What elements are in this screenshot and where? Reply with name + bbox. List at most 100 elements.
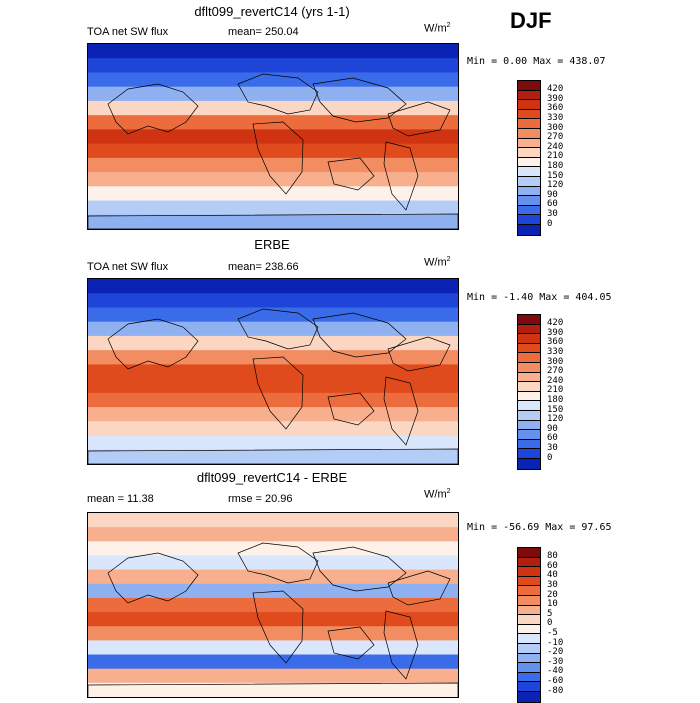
colorbar-tick-label: 330 <box>547 112 564 123</box>
map-latitude-band <box>88 143 458 159</box>
colorbar-swatch <box>518 420 540 431</box>
colorbar-swatch <box>518 205 540 216</box>
coastline <box>383 141 419 211</box>
colorbar-swatch <box>518 138 540 149</box>
coastline <box>312 546 407 592</box>
coastline <box>237 308 319 350</box>
panel3-map <box>87 512 459 698</box>
colorbar-tick-label: 40 <box>547 570 558 581</box>
colorbar-swatch <box>518 691 540 702</box>
colorbar-swatch <box>518 109 540 120</box>
panel3-minmax: Min = -56.69 Max = 97.65 <box>467 522 612 533</box>
panel1-map <box>87 43 459 230</box>
colorbar-tick-label: 390 <box>547 93 564 104</box>
colorbar-swatch <box>518 167 540 177</box>
colorbar-tick-label: -60 <box>547 675 564 686</box>
map-latitude-band <box>88 86 458 102</box>
colorbar-swatch <box>518 615 540 625</box>
colorbar-tick-label: 390 <box>547 327 564 338</box>
map-latitude-band <box>88 654 458 670</box>
coastline <box>107 552 199 604</box>
colorbar-tick-label: 150 <box>547 404 564 415</box>
colorbar-swatch <box>518 586 540 596</box>
colorbar-swatch <box>518 224 540 235</box>
colorbar-tick-label: 240 <box>547 141 564 152</box>
colorbar-tick-label: 270 <box>547 366 564 377</box>
map-latitude-band <box>88 279 458 294</box>
coastline <box>387 101 451 137</box>
colorbar-tick-label: 0 <box>547 218 553 229</box>
colorbar-swatch <box>518 81 540 91</box>
colorbar-tick-label: -20 <box>547 647 564 658</box>
map-latitude-band <box>88 449 458 464</box>
coastline <box>327 392 375 426</box>
map-latitude-band <box>88 626 458 641</box>
colorbar-swatch <box>518 557 540 568</box>
map-latitude-band <box>88 597 458 613</box>
map-latitude-band <box>88 58 458 74</box>
colorbar-tick-label: 120 <box>547 414 564 425</box>
season-label: DJF <box>510 8 552 33</box>
colorbar-swatch <box>518 643 540 654</box>
colorbar-swatch <box>518 458 540 469</box>
colorbar-swatch <box>518 324 540 335</box>
map-latitude-band <box>88 307 458 323</box>
colorbar-swatch <box>518 548 540 558</box>
colorbar-swatch <box>518 215 540 225</box>
colorbar-tick-label: 420 <box>547 318 564 329</box>
colorbar-swatch <box>518 401 540 411</box>
map-latitude-band <box>88 186 458 202</box>
colorbar-swatch <box>518 315 540 325</box>
colorbar-tick-label: -30 <box>547 656 564 667</box>
colorbar-swatch <box>518 372 540 383</box>
panel1-units: W/m2 <box>424 22 451 35</box>
colorbar-swatch <box>518 148 540 158</box>
panel3-title: dflt099_revertC14 - ERBE <box>196 470 348 485</box>
map-latitude-band <box>88 293 458 309</box>
colorbar-tick-label: 60 <box>547 433 558 444</box>
colorbar-swatch <box>518 410 540 421</box>
colorbar-swatch <box>518 391 540 402</box>
coastline <box>107 318 199 370</box>
panel1-map-plot <box>88 44 458 229</box>
panel2-variable-label: TOA net SW flux <box>87 261 169 273</box>
colorbar-tick-label: 210 <box>547 151 564 162</box>
colorbar-tick-label: 30 <box>547 442 558 453</box>
map-latitude-band <box>88 435 458 451</box>
panel2-units: W/m2 <box>424 256 451 269</box>
panel2-map <box>87 278 459 465</box>
map-latitude-band <box>88 157 458 173</box>
coastline <box>107 83 199 135</box>
coastline <box>88 682 458 697</box>
map-latitude-band <box>88 44 458 59</box>
coastline <box>237 73 319 115</box>
map-latitude-band <box>88 364 458 380</box>
colorbar-tick-label: 330 <box>547 346 564 357</box>
map-latitude-band <box>88 640 458 656</box>
map-latitude-band <box>88 378 458 394</box>
map-latitude-band <box>88 72 458 88</box>
colorbar-tick-label: 0 <box>547 452 553 463</box>
colorbar-tick-label: 60 <box>547 560 558 571</box>
panel1-mean-label: mean= 250.04 <box>228 26 299 38</box>
colorbar-tick-label: -40 <box>547 666 564 677</box>
colorbar-swatch <box>518 624 540 635</box>
coastline <box>387 570 451 606</box>
coastline <box>88 448 458 464</box>
colorbar-tick-label: 180 <box>547 160 564 171</box>
colorbar-swatch <box>518 382 540 392</box>
colorbar-swatch <box>518 439 540 450</box>
coastline <box>383 376 419 446</box>
panel1-minmax: Min = 0.00 Max = 438.07 <box>467 56 606 67</box>
panel3-rmse-label: rmse = 20.96 <box>228 493 293 505</box>
colorbar-tick-label: 270 <box>547 132 564 143</box>
colorbar-swatch <box>518 653 540 664</box>
colorbar-tick-label: 30 <box>547 579 558 590</box>
map-latitude-band <box>88 527 458 542</box>
coastline <box>252 121 304 195</box>
panel2-mean-label: mean= 238.66 <box>228 261 299 273</box>
panel2-title: ERBE <box>254 237 290 252</box>
panel3-mean-label: mean = 11.38 <box>87 493 154 505</box>
panel2-minmax: Min = -1.40 Max = 404.05 <box>467 292 612 303</box>
colorbar-tick-label: 360 <box>547 103 564 114</box>
